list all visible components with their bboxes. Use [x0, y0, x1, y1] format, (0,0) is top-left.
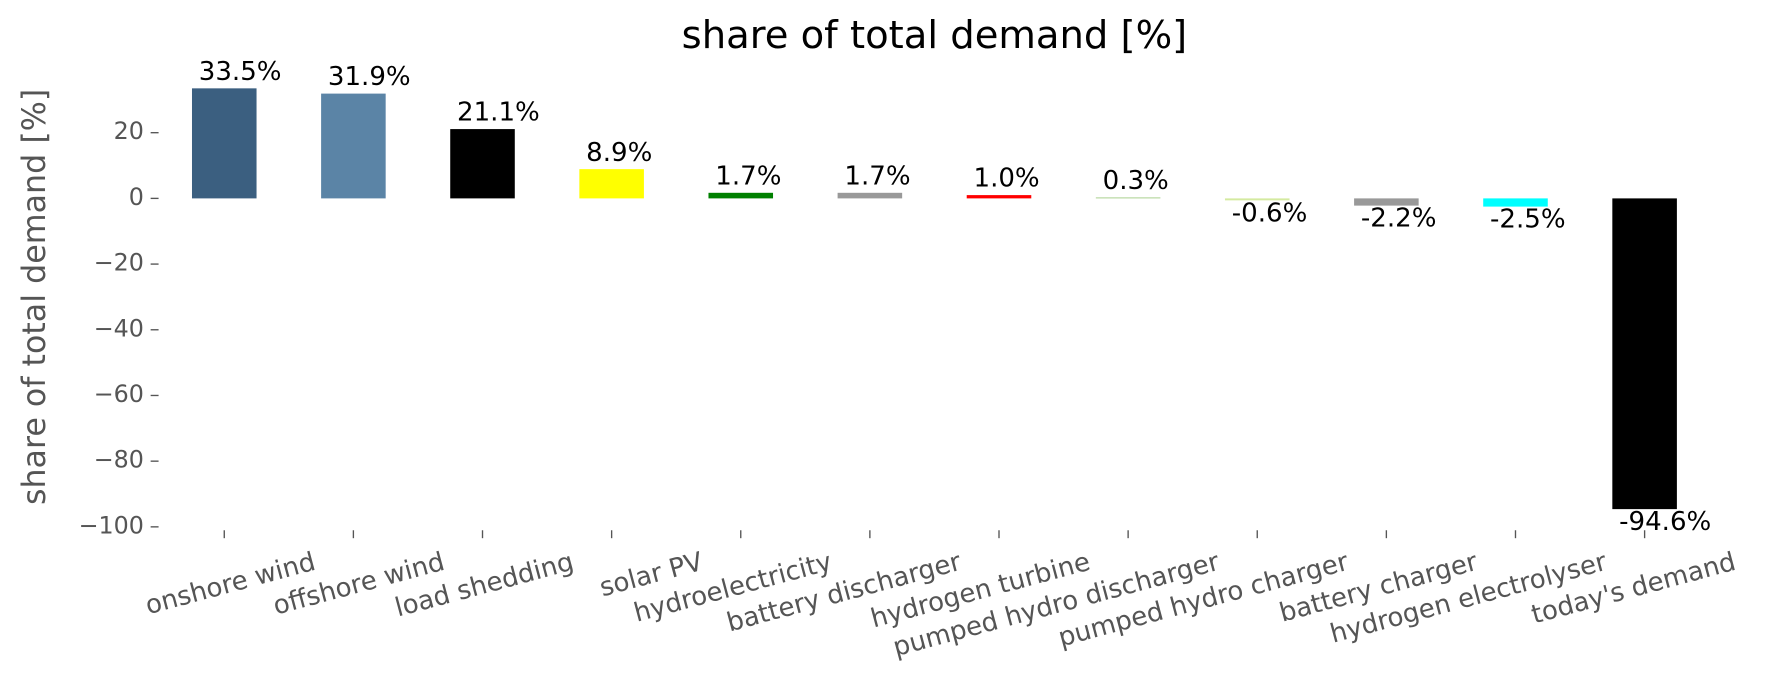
- chart-title: share of total demand [%]: [682, 13, 1188, 58]
- bar: [191, 88, 257, 199]
- value-label: 1.0%: [974, 164, 1040, 194]
- value-label: -0.6%: [1232, 198, 1308, 228]
- y-tick-label: −60: [94, 380, 144, 408]
- value-label: -2.5%: [1490, 205, 1566, 235]
- y-tick-label: −80: [94, 446, 144, 474]
- bar: [321, 93, 386, 199]
- value-label: 1.7%: [844, 161, 910, 191]
- bar: [837, 192, 903, 199]
- value-label: 21.1%: [457, 98, 540, 128]
- bar: [966, 195, 1032, 199]
- value-label: 33.5%: [199, 57, 282, 87]
- value-label: 0.3%: [1103, 166, 1169, 196]
- value-label: 8.9%: [586, 138, 652, 168]
- y-tick-label: 0: [129, 183, 144, 211]
- bar: [579, 169, 644, 199]
- value-label: -2.2%: [1361, 204, 1437, 234]
- value-label: -94.6%: [1619, 507, 1711, 537]
- bar: [1095, 197, 1161, 199]
- bar: [1612, 198, 1677, 510]
- bar: [1354, 198, 1419, 206]
- y-tick-label: −100: [79, 511, 144, 539]
- value-label: 31.9%: [328, 62, 411, 92]
- bar: [708, 192, 774, 199]
- y-tick-label: −40: [94, 314, 144, 342]
- y-tick-label: 20: [114, 117, 144, 145]
- y-axis-label: share of total demand [%]: [17, 89, 53, 505]
- value-label: 1.7%: [715, 161, 781, 191]
- bar: [1224, 198, 1290, 201]
- y-tick-label: −20: [94, 249, 144, 277]
- bar: [450, 129, 515, 199]
- bar: [1483, 198, 1548, 207]
